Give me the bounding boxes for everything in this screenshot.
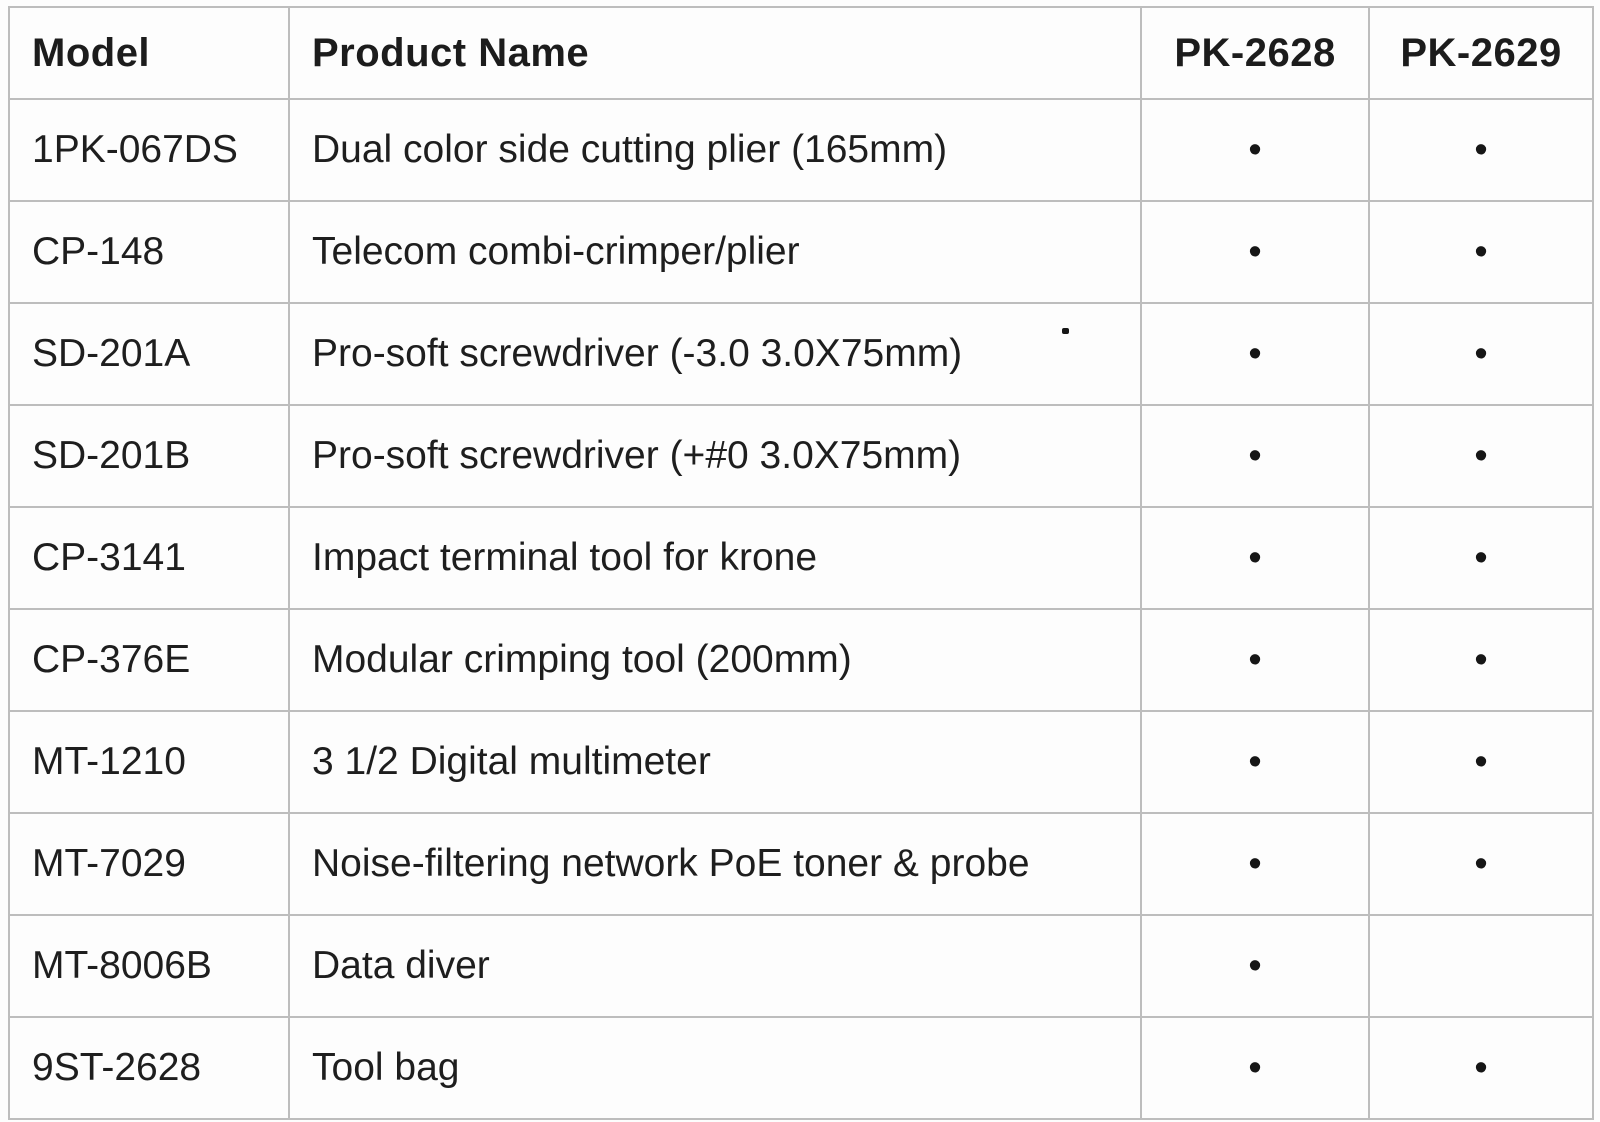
bullet-dot-icon: •: [1248, 842, 1262, 885]
included-dot-cell-pk-2628: •: [1140, 1016, 1370, 1120]
included-dot-cell-pk-2628: •: [1140, 812, 1370, 916]
bullet-dot-icon: •: [1474, 1046, 1488, 1089]
included-dot-cell-pk-2629: •: [1368, 506, 1594, 610]
table-row: SD-201B Pro-soft screwdriver (+#0 3.0X75m…: [8, 404, 1594, 508]
included-dot-cell-pk-2629: •: [1368, 710, 1594, 814]
product-name-cell: Impact terminal tool for krone: [288, 506, 1142, 610]
included-dot-cell-pk-2628: •: [1140, 710, 1370, 814]
included-dot-cell-pk-2629: •: [1368, 404, 1594, 508]
bullet-dot-icon: •: [1248, 638, 1262, 681]
bullet-dot-icon: •: [1474, 536, 1488, 579]
scan-artifact-dot: [1062, 328, 1069, 334]
included-dot-cell-pk-2628: •: [1140, 506, 1370, 610]
empty-cell-pk-2629: [1368, 914, 1594, 1018]
included-dot-cell-pk-2629: •: [1368, 1016, 1594, 1120]
model-cell: 1PK-067DS: [8, 98, 290, 202]
product-name-cell: Data diver: [288, 914, 1142, 1018]
product-name-cell: Modular crimping tool (200mm): [288, 608, 1142, 712]
product-name-cell: Telecom combi-crimper/plier: [288, 200, 1142, 304]
tool-kit-contents-table: Model Product Name PK-2628 PK-2629 1PK-0…: [8, 6, 1594, 1120]
bullet-dot-icon: •: [1474, 842, 1488, 885]
product-name-cell: Noise-filtering network PoE toner & prob…: [288, 812, 1142, 916]
header-row: Model Product Name PK-2628 PK-2629: [8, 6, 1594, 100]
table-row: MT-1210 3 1/2 Digital multimeter • •: [8, 710, 1594, 814]
included-dot-cell-pk-2628: •: [1140, 200, 1370, 304]
included-dot-cell-pk-2629: •: [1368, 98, 1594, 202]
bullet-dot-icon: •: [1248, 128, 1262, 171]
table-row: CP-376E Modular crimping tool (200mm) • •: [8, 608, 1594, 712]
bullet-dot-icon: •: [1474, 230, 1488, 273]
model-cell: SD-201B: [8, 404, 290, 508]
bullet-dot-icon: •: [1248, 230, 1262, 273]
bullet-dot-icon: •: [1474, 638, 1488, 681]
product-name-cell: Pro-soft screwdriver (+#0 3.0X75mm): [288, 404, 1142, 508]
model-cell: MT-8006B: [8, 914, 290, 1018]
product-name-cell: Pro-soft screwdriver (-3.0 3.0X75mm): [288, 302, 1142, 406]
model-cell: CP-148: [8, 200, 290, 304]
table-row: 9ST-2628 Tool bag • •: [8, 1016, 1594, 1120]
included-dot-cell-pk-2629: •: [1368, 608, 1594, 712]
model-cell: MT-7029: [8, 812, 290, 916]
bullet-dot-icon: •: [1248, 1046, 1262, 1089]
included-dot-cell-pk-2628: •: [1140, 914, 1370, 1018]
included-dot-cell-pk-2628: •: [1140, 302, 1370, 406]
table-row: SD-201A Pro-soft screwdriver (-3.0 3.0X75…: [8, 302, 1594, 406]
included-dot-cell-pk-2629: •: [1368, 302, 1594, 406]
bullet-dot-icon: •: [1248, 434, 1262, 477]
included-dot-cell-pk-2628: •: [1140, 608, 1370, 712]
table-row: CP-3141 Impact terminal tool for krone • •: [8, 506, 1594, 610]
model-cell: MT-1210: [8, 710, 290, 814]
column-header-model: Model: [8, 6, 290, 100]
bullet-dot-icon: •: [1474, 128, 1488, 171]
column-header-pk-2628: PK-2628: [1140, 6, 1370, 100]
bullet-dot-icon: •: [1474, 434, 1488, 477]
model-cell: 9ST-2628: [8, 1016, 290, 1120]
bullet-dot-icon: •: [1248, 536, 1262, 579]
table-row: CP-148 Telecom combi-crimper/plier • •: [8, 200, 1594, 304]
included-dot-cell-pk-2629: •: [1368, 812, 1594, 916]
bullet-dot-icon: •: [1248, 332, 1262, 375]
model-cell: CP-3141: [8, 506, 290, 610]
product-name-cell: 3 1/2 Digital multimeter: [288, 710, 1142, 814]
included-dot-cell-pk-2628: •: [1140, 404, 1370, 508]
bullet-dot-icon: •: [1474, 740, 1488, 783]
product-name-cell: Dual color side cutting plier (165mm): [288, 98, 1142, 202]
column-header-product-name: Product Name: [288, 6, 1142, 100]
bullet-dot-icon: •: [1248, 944, 1262, 987]
bullet-dot-icon: •: [1248, 740, 1262, 783]
included-dot-cell-pk-2628: •: [1140, 98, 1370, 202]
table-row: MT-7029 Noise-filtering network PoE toner…: [8, 812, 1594, 916]
table-row: MT-8006B Data diver •: [8, 914, 1594, 1018]
bullet-dot-icon: •: [1474, 332, 1488, 375]
model-cell: SD-201A: [8, 302, 290, 406]
model-cell: CP-376E: [8, 608, 290, 712]
table-row: 1PK-067DS Dual color side cutting plier (…: [8, 98, 1594, 202]
column-header-pk-2629: PK-2629: [1368, 6, 1594, 100]
product-name-cell: Tool bag: [288, 1016, 1142, 1120]
included-dot-cell-pk-2629: •: [1368, 200, 1594, 304]
